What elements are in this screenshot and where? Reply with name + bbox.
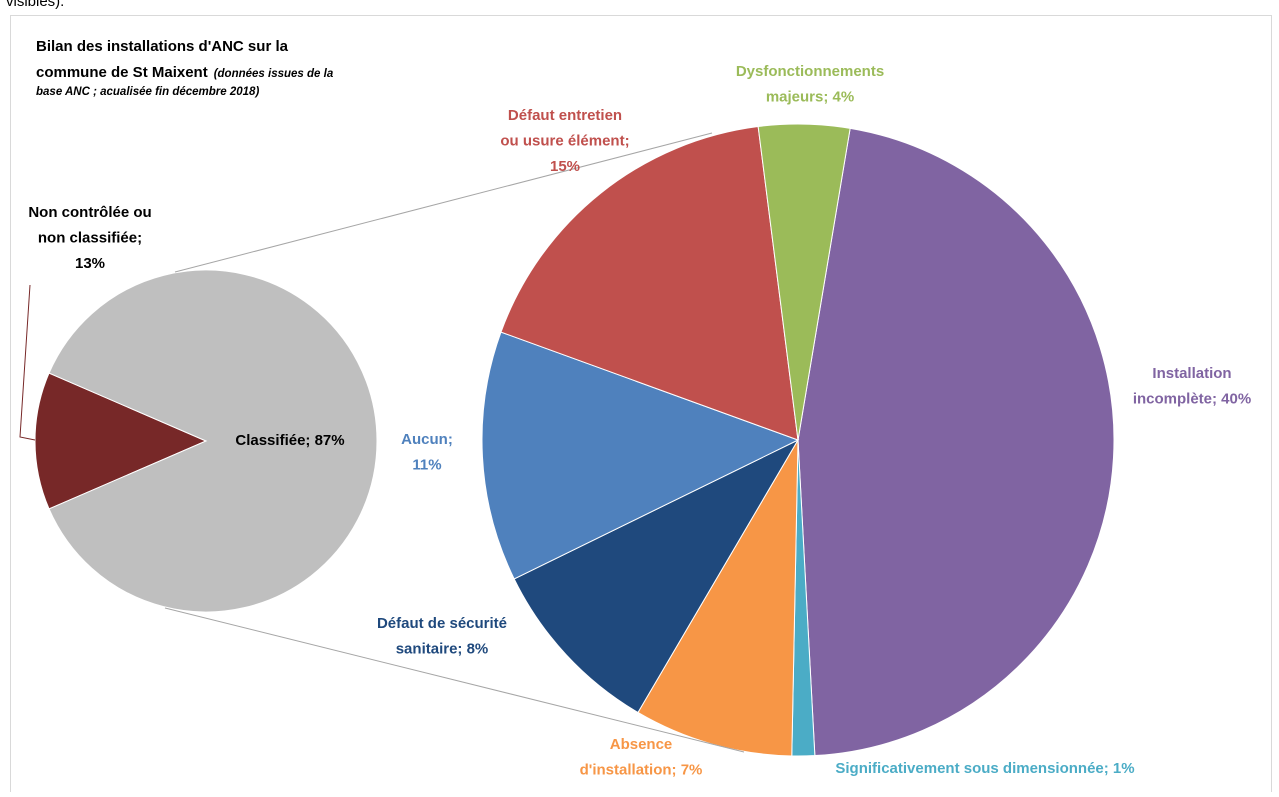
data-label: Significativement sous dimensionnée; 1% [835, 760, 1134, 777]
data-label: ou usure élément; [500, 132, 629, 149]
chart-subtitle: base ANC ; acualisée fin décembre 2018) [36, 86, 259, 98]
data-label: sanitaire; 8% [396, 640, 489, 657]
pie-slice [797, 127, 1115, 757]
chart-title: Bilan des installations d'ANC sur la [36, 38, 289, 55]
data-label: Classifiée; 87% [235, 432, 344, 449]
pie-slice [34, 372, 208, 510]
pie-slice [48, 269, 378, 613]
pie-slice [481, 331, 800, 580]
data-label: 15% [550, 158, 580, 175]
data-label: Défaut entretien [508, 107, 622, 124]
data-label: Dysfonctionnements [736, 63, 884, 80]
chart-frame [10, 15, 1272, 797]
data-label: Absence [610, 736, 673, 753]
data-label: Installation [1152, 365, 1231, 382]
data-label: d'installation; 7% [580, 761, 703, 778]
data-label: incomplète; 40% [1133, 390, 1251, 407]
connector-line [164, 607, 745, 753]
pie-slice [500, 125, 799, 441]
data-label: Non contrôlée ou [28, 204, 151, 221]
chart-subtitle: (données issues de la [214, 68, 334, 80]
data-label: 11% [412, 456, 441, 473]
pie-slice [757, 123, 851, 441]
data-label: Aucun; [401, 431, 453, 448]
data-label: majeurs; 4% [766, 88, 854, 105]
page-fragment: visibles). [6, 0, 64, 10]
chart-title: commune de St Maixent [36, 64, 208, 81]
data-label: non classifiée; [38, 229, 142, 246]
pie-slice [513, 438, 800, 714]
leader-line [19, 284, 36, 441]
connector-line [174, 132, 713, 273]
data-label: Défaut de sécurité [377, 615, 507, 632]
data-label: 13% [75, 255, 105, 272]
